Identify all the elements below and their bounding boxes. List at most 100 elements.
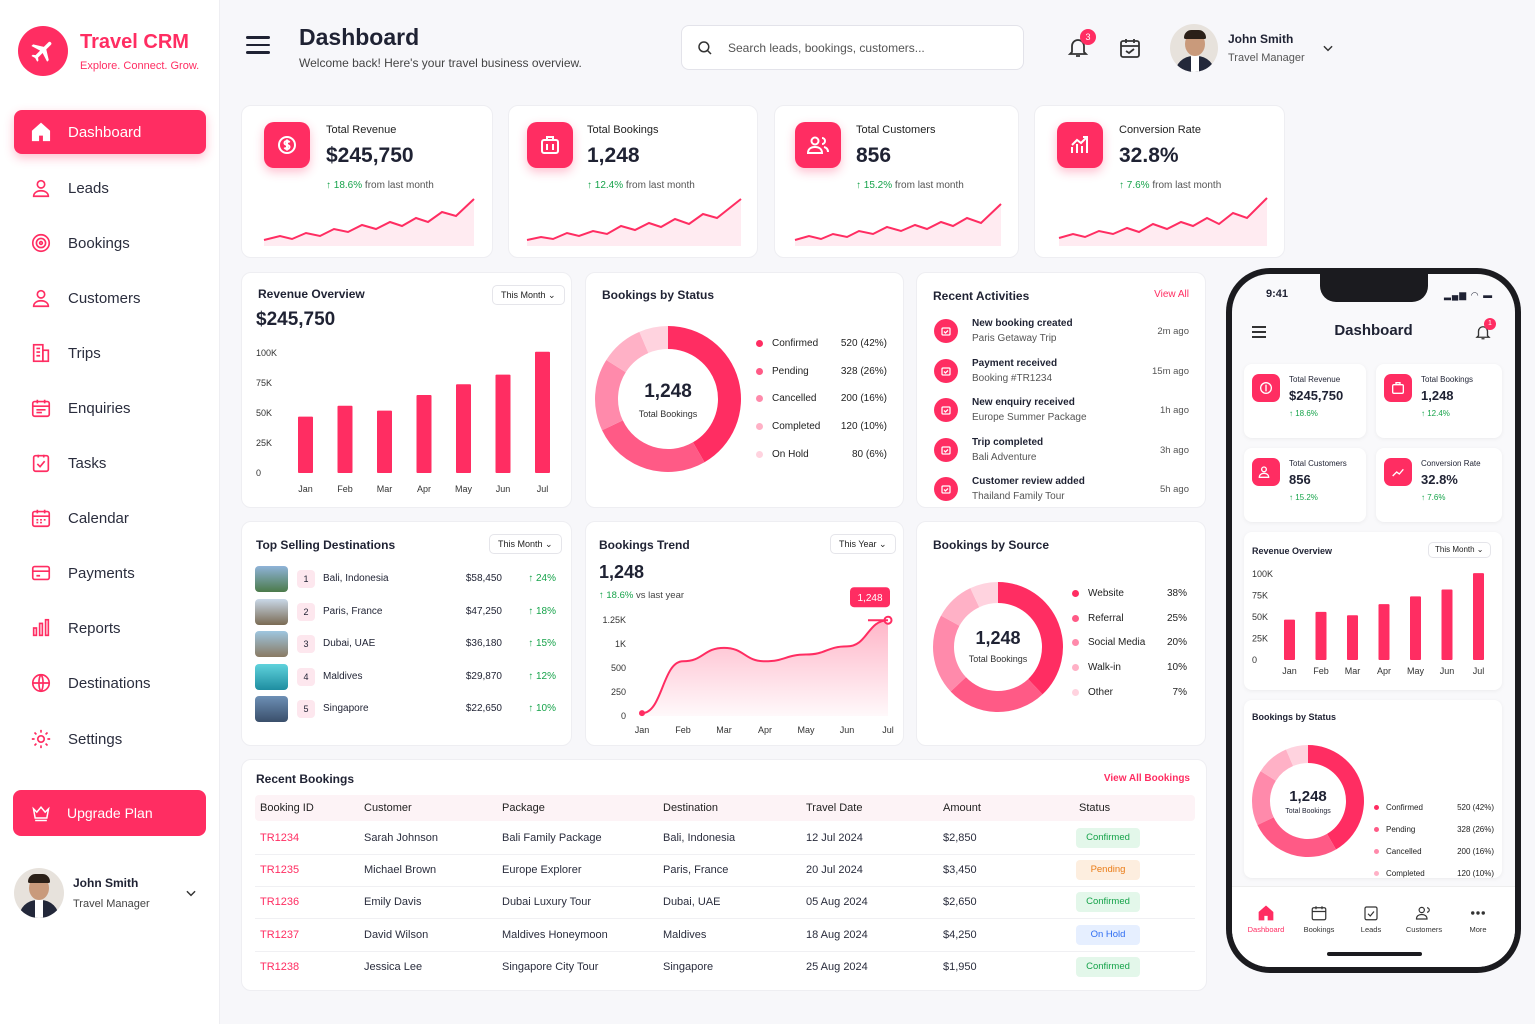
booking-id-link[interactable]: TR1235 [260,864,300,877]
bookings-status-card: Bookings by Status 1,248 Total Bookings … [585,272,904,508]
trend-tooltip [850,587,890,608]
destinations-filter-dropdown[interactable]: This Month ⌄ [489,534,562,554]
table-cell: $1,950 [943,960,977,973]
sidebar-item-reports[interactable]: Reports [14,606,206,650]
revenue-filter-dropdown[interactable]: This Month ⌄ [492,285,565,305]
chevron-down-icon[interactable] [184,886,198,900]
y-tick-label: 250 [611,687,626,697]
trend-up-icon [1384,458,1412,486]
booking-id-link[interactable]: TR1234 [260,832,300,844]
destination-image [255,631,288,657]
y-tick-label: 50K [256,408,272,418]
phone-bell[interactable]: 1 [1474,318,1496,347]
status-badge[interactable]: On Hold [1076,924,1140,945]
legend-label: Pending [772,365,809,377]
donut-center-value: 1,248 [644,381,692,402]
phone-menu-icon[interactable] [1252,326,1266,338]
sidebar-item-dashboard[interactable]: Dashboard [14,110,206,154]
kpi-change: ↑ 18.6% [1289,409,1318,418]
destination-growth: ↑ 12% [528,670,556,682]
header-user-menu[interactable]: John Smith Travel Manager [1170,24,1335,72]
home-icon [1258,905,1274,921]
booking-id-link[interactable]: TR1238 [260,960,300,973]
view-all-activities-link[interactable]: View All [1154,289,1189,300]
phone-tab-bookings[interactable]: Bookings [1293,904,1345,934]
booking-id-link[interactable]: TR1237 [260,928,300,941]
sidebar-item-trips[interactable]: Trips [14,331,206,375]
status-badge[interactable]: Confirmed [1076,956,1140,977]
destination-name: Maldives [323,670,363,682]
kpi-card-bookings[interactable]: Total Bookings 1,248 ↑ 12.4% from last m… [508,105,758,258]
phone-mockup: 9:41 ▂▄▆ ◠ ▬ Dashboard 1 Total Revenue $… [1226,268,1521,973]
sidebar-item-enquiries[interactable]: Enquiries [14,386,206,430]
kpi-label: Total Revenue [1289,375,1341,384]
phone-kpi-customers[interactable]: Total Customers 856 ↑ 15.2% [1244,448,1366,522]
sidebar-user[interactable]: John Smith Travel Manager [14,868,204,918]
sidebar-item-bookings[interactable]: Bookings [14,221,206,265]
table-cell: Sarah Johnson [364,832,438,844]
notification-bell[interactable]: 3 [1066,29,1096,65]
donut-center-value: 1,248 [1289,788,1327,805]
sidebar-item-label: Trips [68,344,101,362]
phone-kpi-bookings[interactable]: Total Bookings 1,248 ↑ 12.4% [1376,364,1502,438]
legend-value: 520 (42%) [840,338,887,349]
bookings-status-donut [595,326,741,472]
table-cell: Singapore City Tour [502,960,599,973]
destination-amount: $58,450 [465,573,502,584]
card-title: Bookings by Source [933,538,1050,552]
sidebar-item-payments[interactable]: Payments [14,551,206,595]
phone-tab-customers[interactable]: Customers [1398,904,1450,934]
trend-value: 1,248 [599,562,645,582]
phone-revenue-filter[interactable]: This Month ⌄ [1428,542,1491,558]
activity-time: 1h ago [1159,405,1189,416]
card-title: Top Selling Destinations [256,538,396,552]
legend-dot [1374,827,1379,832]
table-header-cell: Destination [663,802,719,814]
notification-badge: 1 [1484,318,1496,330]
search-input[interactable]: Search leads, bookings, customers... [681,25,1024,70]
row-divider [255,950,1195,952]
trend-line [641,619,889,715]
sidebar-item-leads[interactable]: Leads [14,166,206,210]
legend-value: 328 (26%) [840,365,887,377]
status-badge[interactable]: Confirmed [1076,892,1140,913]
page-title: Dashboard [299,24,420,50]
trend-filter-dropdown[interactable]: This Year ⌄ [830,534,896,554]
legend-item: On Hold [756,449,809,460]
menu-icon[interactable] [246,36,270,54]
bookings-source-card: Bookings by Source 1,248 Total Bookings … [916,521,1206,746]
rank-badge: 3 [297,635,315,653]
phone-tab-dashboard[interactable]: Dashboard [1240,904,1292,934]
calendar-button[interactable] [1118,36,1142,65]
legend-value: 7% [1172,686,1187,698]
phone-kpi-conversion[interactable]: Conversion Rate 32.8% ↑ 7.6% [1376,448,1502,522]
brand-logo[interactable]: Travel CRM Explore. Connect. Grow. [18,26,199,76]
kpi-value: $245,750 [326,144,414,167]
booking-id-link[interactable]: TR1236 [260,896,300,909]
status-badge[interactable]: Confirmed [1076,828,1140,848]
legend-label: Website [1088,588,1124,599]
phone-tab-more[interactable]: More [1452,904,1504,934]
x-tick-label: Jul [1473,666,1485,676]
status-badge[interactable]: Pending [1076,860,1140,881]
phone-tab-leads[interactable]: Leads [1345,904,1397,934]
activity-title: Payment received [972,357,1058,369]
sidebar-item-settings[interactable]: Settings [14,717,206,761]
sidebar-item-customers[interactable]: Customers [14,276,206,320]
card-title: Bookings by Status [1252,712,1337,722]
kpi-card-customers[interactable]: Total Customers 856 ↑ 15.2% from last mo… [774,105,1019,258]
sidebar-item-destinations[interactable]: Destinations [14,661,206,705]
kpi-card-revenue[interactable]: Total Revenue $245,750 ↑ 18.6% from last… [241,105,493,258]
upgrade-plan-button[interactable]: Upgrade Plan [13,790,206,836]
bar [416,395,432,473]
sidebar-item-calendar[interactable]: Calendar [14,496,206,540]
x-tick-label: Mar [1345,666,1361,676]
more-icon [1471,911,1485,915]
revenue-bar-chart: 0 25K 50K 75K 100K Jan Feb Mar Apr May Jun Jul [256,348,550,494]
activity-subtitle: Thailand Family Tour [972,491,1065,502]
view-all-bookings-link[interactable]: View All Bookings [1103,773,1190,784]
phone-kpi-revenue[interactable]: Total Revenue $245,750 ↑ 18.6% [1244,364,1366,438]
sidebar-item-tasks[interactable]: Tasks [14,441,206,485]
kpi-card-conversion[interactable]: Conversion Rate 32.8% ↑ 7.6% from last m… [1034,105,1285,258]
legend-label: Completed [1386,869,1425,878]
